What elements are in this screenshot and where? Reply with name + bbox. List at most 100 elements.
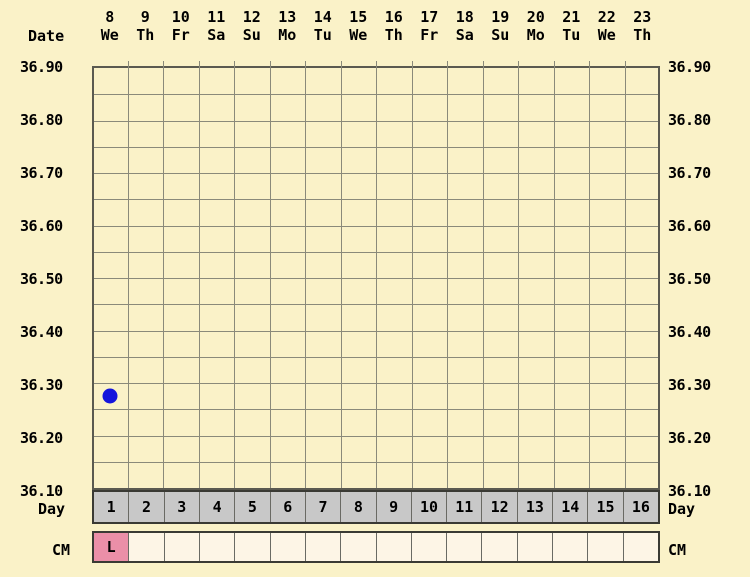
cycle-day-cell: 1	[94, 492, 130, 522]
y-axis-label-left: 36.10	[20, 482, 63, 500]
date-number: 18	[455, 8, 474, 26]
date-number: 12	[242, 8, 261, 26]
date-number: 16	[384, 8, 403, 26]
date-number: 21	[562, 8, 581, 26]
cm-cell[interactable]	[482, 533, 518, 561]
cycle-day-cell: 15	[588, 492, 624, 522]
cycle-day-cell: 3	[164, 492, 200, 522]
y-axis-label-right: 36.20	[668, 429, 711, 447]
date-weekday: We	[100, 26, 119, 44]
plot-area[interactable]	[92, 61, 660, 490]
top-tick-mark	[553, 61, 555, 68]
cm-cell[interactable]	[199, 533, 236, 561]
cm-cell[interactable]	[376, 533, 412, 561]
top-tick-mark	[376, 61, 377, 68]
vertical-gridline	[482, 68, 484, 488]
y-axis-label-right: 36.60	[668, 217, 711, 235]
date-header-col: 17 Fr	[412, 8, 448, 45]
date-number: 10	[171, 8, 190, 26]
y-axis-label-left: 36.30	[20, 376, 63, 394]
date-number: 17	[420, 8, 439, 26]
cm-cell[interactable]	[341, 533, 377, 561]
cm-cell[interactable]	[235, 533, 271, 561]
top-tick-mark	[340, 61, 342, 68]
top-tick-mark	[518, 61, 519, 68]
vertical-gridline	[376, 68, 377, 488]
date-number: 20	[526, 8, 545, 26]
top-tick-mark	[589, 61, 590, 68]
date-header-col: 18 Sa	[447, 8, 483, 45]
date-header-col: 15 We	[341, 8, 377, 45]
date-number: 9	[140, 8, 150, 26]
cm-cell-marked[interactable]: L	[94, 533, 130, 561]
date-header-col: 19 Su	[483, 8, 519, 45]
vertical-gridline	[553, 68, 555, 488]
y-axis-label-left: 36.90	[20, 58, 63, 76]
date-header-col: 10 Fr	[163, 8, 199, 45]
date-weekday: Tu	[562, 26, 581, 44]
top-tick-mark	[234, 61, 235, 68]
date-number: 15	[349, 8, 368, 26]
cycle-day-cell: 7	[305, 492, 342, 522]
top-tick-mark	[198, 61, 200, 68]
date-header-col: 22 We	[589, 8, 625, 45]
cycle-day-cell: 13	[517, 492, 554, 522]
date-header-col: 23 Th	[625, 8, 661, 45]
date-header-col: 14 Tu	[305, 8, 341, 45]
date-weekday: We	[597, 26, 616, 44]
date-number: 19	[491, 8, 510, 26]
date-weekday: Su	[491, 26, 510, 44]
date-number: 11	[207, 8, 226, 26]
cycle-day-cell: 2	[129, 492, 165, 522]
date-weekday: Mo	[526, 26, 545, 44]
date-weekday: Sa	[455, 26, 474, 44]
cycle-day-cell: 16	[623, 492, 658, 522]
top-tick-mark	[447, 61, 448, 68]
cm-cell[interactable]	[164, 533, 200, 561]
cm-cell[interactable]	[553, 533, 589, 561]
vertical-gridline	[163, 68, 164, 488]
cycle-day-cell: 9	[376, 492, 412, 522]
date-axis-caption: Date	[28, 27, 65, 45]
y-axis-label-right: 36.50	[668, 270, 711, 288]
date-number: 13	[278, 8, 297, 26]
top-tick-mark	[482, 61, 484, 68]
y-axis-label-left: 36.70	[20, 164, 63, 182]
cm-cell[interactable]	[623, 533, 658, 561]
vertical-gridline	[305, 68, 306, 488]
cycle-day-cell: 11	[447, 492, 483, 522]
cycle-day-row: 1 2 3 4 5 6 7 8 9 10 11 12 13 14 15 16	[92, 490, 660, 524]
day-row-caption-left: Day	[38, 500, 66, 518]
vertical-gridline	[340, 68, 342, 488]
date-header-col: 16 Th	[376, 8, 412, 45]
date-weekday: Sa	[207, 26, 226, 44]
date-weekday: Th	[136, 26, 155, 44]
cm-cell[interactable]	[588, 533, 624, 561]
cm-cell[interactable]	[305, 533, 342, 561]
top-tick-mark	[163, 61, 164, 68]
cm-cell[interactable]	[447, 533, 483, 561]
y-axis-label-left: 36.20	[20, 429, 63, 447]
cm-cell[interactable]	[270, 533, 306, 561]
cm-cell[interactable]	[129, 533, 165, 561]
date-header-col: 12 Su	[234, 8, 270, 45]
vertical-gridline	[518, 68, 519, 488]
date-number: 14	[313, 8, 332, 26]
cm-cell[interactable]	[517, 533, 554, 561]
y-axis-label-left: 36.50	[20, 270, 63, 288]
temperature-point[interactable]	[102, 388, 118, 404]
y-axis-label-right: 36.80	[668, 111, 711, 129]
y-axis-label-right: 36.10	[668, 482, 711, 500]
vertical-gridline	[127, 68, 129, 488]
day-row-caption-right: Day	[668, 500, 696, 518]
cycle-day-cell: 14	[553, 492, 589, 522]
cm-cell[interactable]	[411, 533, 448, 561]
vertical-gridline	[447, 68, 448, 488]
vertical-gridline	[198, 68, 200, 488]
date-number: 8	[105, 8, 115, 26]
y-axis-label-right: 36.70	[668, 164, 711, 182]
cycle-day-cell: 8	[341, 492, 377, 522]
cervical-mucus-row: L	[92, 531, 660, 563]
top-tick-mark	[624, 61, 626, 68]
